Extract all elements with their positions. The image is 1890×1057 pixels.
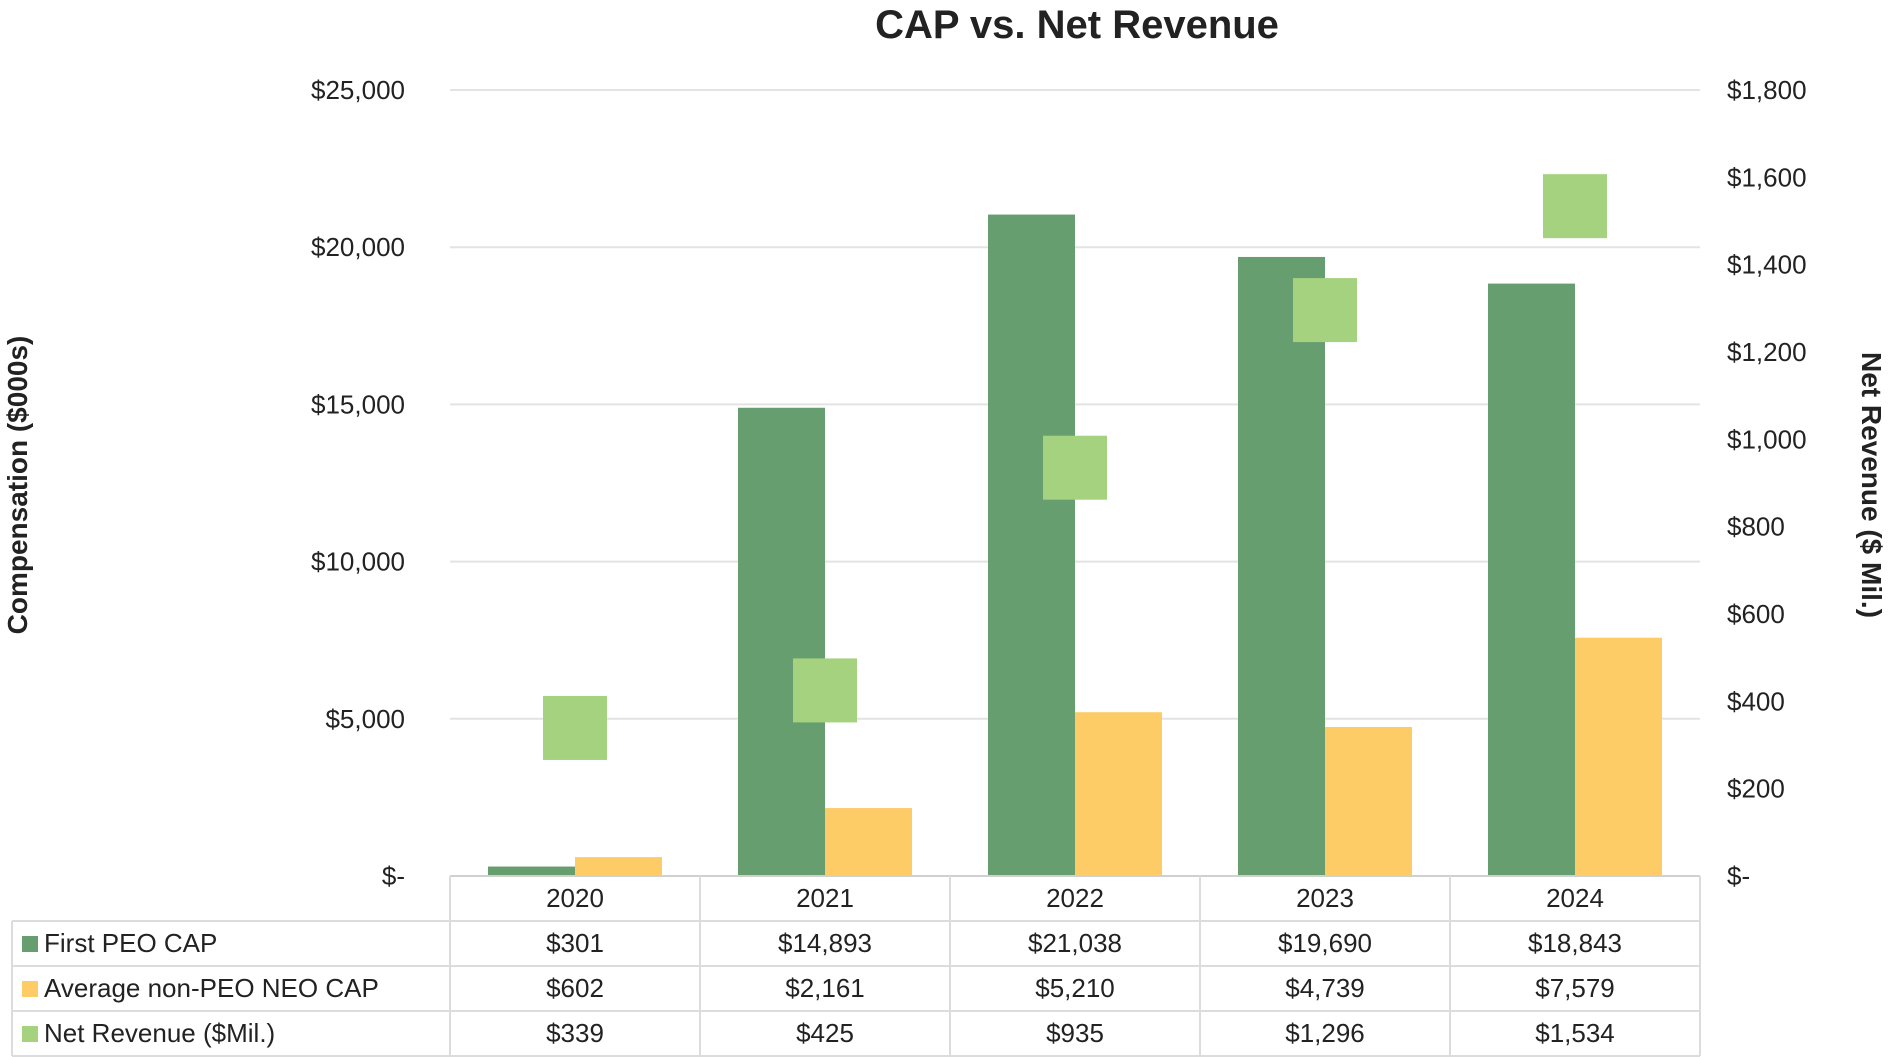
x-tick-label: 2021 [796,883,854,913]
bar-avg-non-peo-neo-cap [575,857,662,876]
legend-label: First PEO CAP [44,928,217,958]
table-cell-value: $7,579 [1535,973,1615,1003]
table-cell-value: $19,690 [1278,928,1372,958]
bar-first-peo-cap [1488,283,1575,877]
table-cell-value: $301 [546,928,604,958]
y-tick-label: $10,000 [311,547,405,577]
y-tick-label: $25,000 [311,75,405,105]
table-cell-value: $2,161 [785,973,865,1003]
y-tick-label: $20,000 [311,232,405,262]
legend-swatch [22,1026,38,1042]
y2-tick-label: $1,400 [1727,250,1807,280]
marker-net-revenue [793,658,857,723]
marker-net-revenue [1543,174,1607,239]
y2-tick-label: $200 [1727,774,1785,804]
table-cell-value: $21,038 [1028,928,1122,958]
bars [488,214,1662,877]
bar-avg-non-peo-neo-cap [1325,727,1412,876]
table-cell-value: $5,210 [1035,973,1115,1003]
y2-tick-label: $1,000 [1727,424,1807,454]
y-tick-label: $5,000 [325,704,405,734]
y-tick-label: $- [382,861,405,891]
table-cell-value: $1,296 [1285,1018,1365,1048]
bar-first-peo-cap [488,866,575,876]
legend-swatch [22,981,38,997]
x-tick-label: 2023 [1296,883,1354,913]
table-cell-value: $935 [1046,1018,1104,1048]
table-cell-value: $1,534 [1535,1018,1615,1048]
x-tick-label: 2022 [1046,883,1104,913]
axes: $- $5,000 $10,000 $15,000 $20,000 $25,000 $- $2… [311,75,1807,891]
marker-net-revenue [1043,435,1107,500]
bar-avg-non-peo-neo-cap [1575,637,1662,876]
legend-swatch [22,936,38,952]
y2-tick-label: $1,200 [1727,337,1807,367]
y2-tick-label: $800 [1727,512,1785,542]
y2-tick-label: $- [1727,861,1750,891]
bar-avg-non-peo-neo-cap [825,808,912,876]
bar-first-peo-cap [1238,256,1325,876]
x-tick-label: 2024 [1546,883,1604,913]
chart-title: CAP vs. Net Revenue [875,3,1279,47]
net-revenue-markers [543,174,1607,760]
y2-tick-label: $400 [1727,686,1785,716]
y2-tick-label: $1,600 [1727,162,1807,192]
bar-first-peo-cap [738,407,825,876]
table-cell-value: $4,739 [1285,973,1365,1003]
table-cell-value: $425 [796,1018,854,1048]
bar-avg-non-peo-neo-cap [1075,712,1162,876]
table-cell-value: $339 [546,1018,604,1048]
y-tick-label: $15,000 [311,389,405,419]
marker-net-revenue [1293,278,1357,343]
legend-label: Average non-PEO NEO CAP [44,973,379,1003]
x-tick-label: 2020 [546,883,604,913]
y2-tick-label: $600 [1727,599,1785,629]
legend-label: Net Revenue ($Mil.) [44,1018,275,1048]
y-axis-title: Compensation ($000s) [2,336,33,635]
y2-axis-title: Net Revenue ($ Mil.) [1856,352,1887,618]
bar-first-peo-cap [988,214,1075,876]
table-cell-value: $18,843 [1528,928,1622,958]
table-cell-value: $14,893 [778,928,872,958]
table-cell-value: $602 [546,973,604,1003]
marker-net-revenue [543,695,607,760]
data-table: 2020 2021 2022 2023 2024 First PEO CAP $301 $14… [11,876,1701,1057]
y2-tick-label: $1,800 [1727,75,1807,105]
